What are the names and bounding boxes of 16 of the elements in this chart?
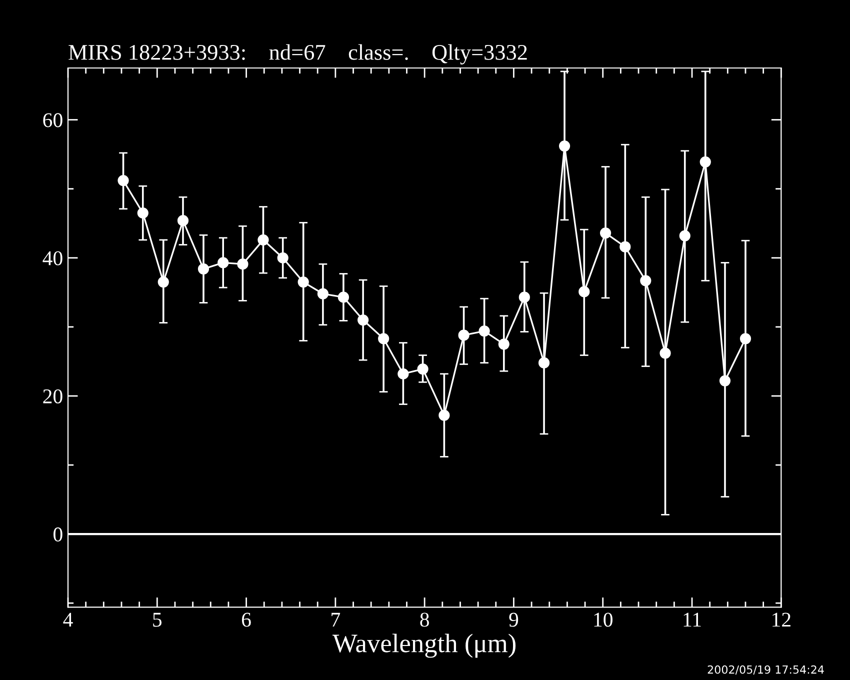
x-tick-label: 11 — [684, 612, 701, 627]
chart-title: MIRS 18223+3933: nd=67 class=. Qlty=3332 — [68, 44, 527, 64]
x-tick-label: 12 — [772, 612, 790, 627]
x-tick-label: 8 — [420, 612, 429, 627]
text: 2002/05/19 17:54:24 — [708, 665, 824, 675]
x-tick-label: 5 — [153, 612, 162, 627]
x-tick-label: 6 — [242, 612, 251, 627]
x-tick-label: 7 — [332, 612, 340, 627]
y-tick-label: 0 — [54, 527, 62, 542]
x-tick-label: 9 — [509, 612, 518, 627]
x-tick-label: 4 — [63, 612, 73, 627]
y-tick-label: 60 — [43, 113, 62, 128]
x-tick-label: 10 — [594, 612, 612, 627]
x-axis-title: Wavelength (μm) — [332, 634, 516, 658]
y-tick-label: 20 — [43, 389, 62, 404]
y-tick-label: 40 — [42, 251, 62, 266]
